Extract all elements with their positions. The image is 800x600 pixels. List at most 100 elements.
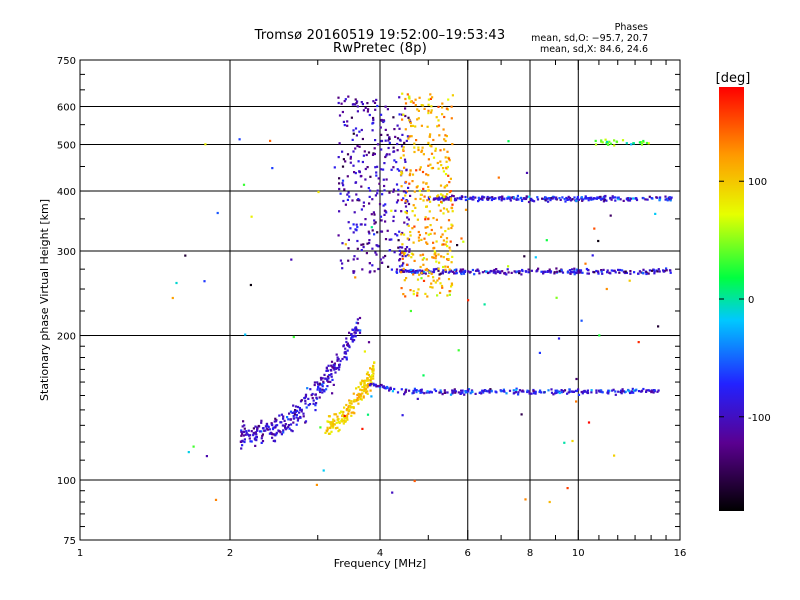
echo-point (502, 388, 505, 391)
echo-point (445, 167, 448, 170)
echo-point (317, 190, 320, 194)
echo-point (620, 392, 623, 395)
echo-point (467, 299, 470, 302)
echo-point (611, 389, 614, 392)
echo-point (384, 238, 388, 241)
echo-point (398, 169, 401, 172)
echo-point (368, 113, 371, 117)
echo-point (365, 153, 368, 157)
echo-point (464, 195, 467, 199)
echo-point (441, 233, 444, 236)
echo-point (363, 381, 366, 384)
echo-point (371, 122, 374, 125)
echo-point (333, 368, 336, 371)
echo-point (508, 389, 512, 392)
echo-point (596, 196, 599, 199)
echo-point (548, 197, 551, 200)
echo-point (382, 256, 385, 259)
echo-point (404, 107, 407, 110)
echo-point (598, 390, 601, 393)
echo-point (525, 270, 528, 273)
echo-point (395, 201, 399, 204)
echo-point (665, 197, 668, 200)
echo-point (261, 433, 264, 436)
echo-point (443, 115, 446, 119)
echo-point (410, 256, 413, 259)
echo-point (436, 161, 439, 165)
echo-point (407, 254, 410, 257)
echo-point (366, 242, 369, 245)
echo-point (414, 98, 417, 101)
echo-point (326, 379, 329, 382)
echo-point (386, 108, 389, 111)
echo-point (557, 390, 560, 393)
echo-point (483, 389, 486, 392)
echo-point (394, 233, 397, 236)
echo-point (486, 390, 489, 393)
echo-point (614, 271, 617, 274)
echo-point (347, 259, 350, 262)
echo-point (469, 196, 472, 199)
echo-point (369, 382, 372, 386)
colorbar-tick-label: -100 (748, 413, 771, 424)
echo-point (330, 421, 333, 424)
echo-point (366, 392, 369, 395)
echo-point (422, 181, 425, 184)
echo-point (506, 268, 509, 271)
echo-point (424, 272, 427, 275)
echo-point (427, 189, 430, 192)
colorbar-label: [deg] (716, 71, 751, 86)
echo-point (332, 418, 335, 421)
echo-point (650, 391, 653, 394)
echo-point (416, 269, 419, 272)
echo-point (346, 153, 350, 156)
echo-point (351, 340, 354, 343)
echo-point (327, 377, 330, 380)
echo-point (341, 357, 344, 361)
echo-point (530, 269, 533, 272)
echo-point (404, 250, 407, 253)
echo-point (374, 383, 377, 386)
echo-point (441, 106, 444, 109)
echo-point (427, 233, 430, 236)
echo-point (372, 364, 375, 367)
echo-point (624, 271, 627, 275)
echo-point (629, 391, 632, 395)
echo-point (463, 393, 466, 396)
echo-point (447, 219, 451, 222)
echo-point (429, 97, 432, 100)
y-tick-label: 400 (57, 187, 76, 198)
echo-point (304, 420, 308, 423)
echo-point (361, 103, 364, 106)
echo-point (369, 375, 372, 378)
echo-point (615, 140, 618, 143)
echo-point (216, 211, 219, 215)
echo-point (541, 197, 544, 200)
echo-point (400, 287, 403, 290)
echo-point (338, 363, 341, 366)
echo-point (413, 225, 416, 228)
echo-point (322, 469, 325, 472)
echo-point (288, 412, 291, 415)
echo-point (282, 415, 285, 418)
echo-point (545, 197, 548, 200)
echo-point (489, 196, 492, 199)
echo-point (647, 389, 650, 392)
echo-point (449, 249, 452, 252)
echo-point (342, 199, 345, 203)
echo-point (461, 391, 464, 394)
echo-point (624, 270, 627, 273)
echo-point (343, 416, 346, 419)
echo-point (389, 387, 392, 390)
echo-point (590, 389, 593, 392)
echo-point (352, 223, 355, 226)
echo-point (252, 434, 255, 437)
echo-point (365, 373, 369, 376)
echo-point (403, 158, 407, 161)
echo-point (408, 248, 411, 251)
echo-point (355, 329, 358, 332)
echo-point (635, 198, 639, 202)
echo-point (316, 388, 319, 391)
echo-point (477, 196, 480, 199)
